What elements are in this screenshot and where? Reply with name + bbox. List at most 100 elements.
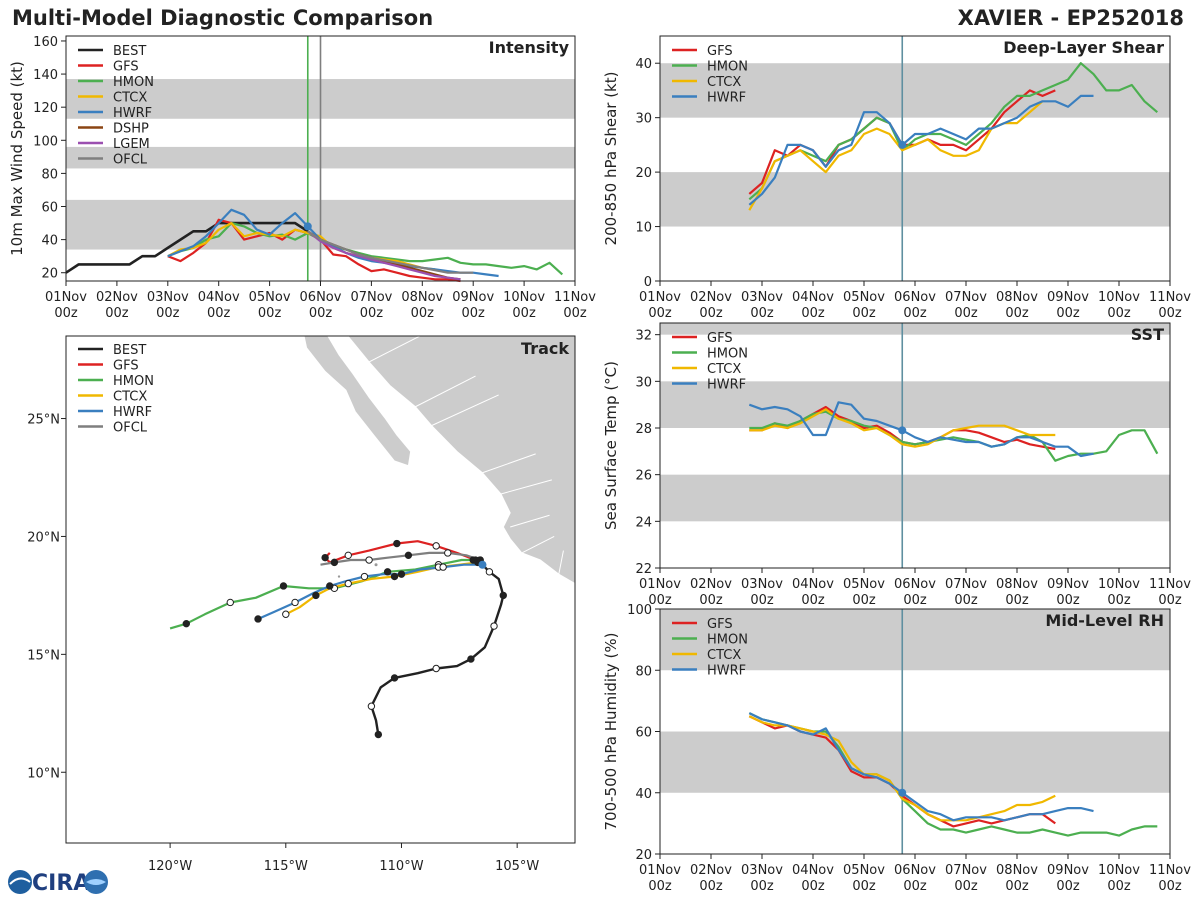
shear-series-hmon (748, 62, 1159, 201)
sst-ylabel: Sea Surface Temp (°C) (602, 361, 620, 530)
intensity-ytick-label: 100 (33, 134, 58, 149)
rh-ytick-label: 40 (635, 787, 652, 802)
intensity-xtick-sublabel: 00z (207, 306, 231, 321)
sst-series-ctcx (749, 408, 1056, 448)
storm-id: XAVIER - EP252018 (957, 6, 1184, 30)
track-legend-label-ofcl: OFCL (113, 421, 148, 436)
svg-text:CIRA: CIRA (32, 871, 90, 896)
shear-xtick-label: 03Nov (741, 290, 783, 305)
rh-legend-label-hmon: HMON (707, 633, 748, 648)
rh-ylabel: 700-500 hPa Humidity (%) (602, 632, 620, 830)
track-hwrf-point (254, 615, 262, 623)
intensity-current-point (303, 222, 312, 231)
shear-legend-label-hwrf: HWRF (707, 91, 746, 106)
track-best-point (499, 591, 507, 600)
shear-xtick-label: 01Nov (639, 290, 681, 305)
state-border-1 (500, 479, 552, 495)
track-ytick-label: 10°N (27, 766, 60, 781)
shear-xtick-label: 06Nov (894, 290, 936, 305)
rh-xtick-label: 01Nov (639, 863, 681, 878)
intensity-series-lgem (307, 230, 461, 281)
rh-title: Mid-Level RH (1045, 611, 1164, 630)
rh-xtick-label: 06Nov (894, 863, 936, 878)
track-xtick-label: 120°W (148, 859, 192, 874)
shear-xtick-label: 11Nov (1149, 290, 1191, 305)
shear-title: Deep-Layer Shear (1003, 38, 1164, 57)
rh-xtick-label: 07Nov (945, 863, 987, 878)
intensity-legend-label-ofcl: OFCL (113, 153, 148, 168)
track-hmon-line (169, 558, 481, 630)
intensity-xtick-sublabel: 00z (462, 306, 486, 321)
track-best-point (485, 568, 494, 576)
state-border-7 (368, 336, 422, 363)
rh-xtick-sublabel: 00z (801, 879, 825, 894)
intensity-ytick-label: 40 (41, 234, 58, 249)
track-xtick-label: 115°W (264, 859, 308, 874)
sst-xtick-sublabel: 00z (699, 593, 723, 608)
intensity-legend-label-gfs: GFS (113, 60, 139, 75)
sst-xtick-label: 01Nov (639, 577, 681, 592)
sst-title: SST (1131, 325, 1164, 344)
rh-ytick-label: 100 (627, 603, 652, 618)
sst-xtick-sublabel: 00z (750, 593, 774, 608)
intensity-xtick-sublabel: 00z (411, 306, 435, 321)
shear-xtick-label: 05Nov (843, 290, 885, 305)
track-ofcl-line (320, 551, 481, 566)
shear-ytick-label: 30 (635, 112, 652, 127)
state-border-4 (558, 550, 564, 575)
intensity-xtick-label: 05Nov (249, 290, 291, 305)
rh-xtick-sublabel: 00z (1107, 879, 1131, 894)
track-best-point (367, 702, 376, 710)
rh-xtick-label: 02Nov (690, 863, 732, 878)
shear-chart: 01020304001Nov00z02Nov00z03Nov00z04Nov00… (602, 35, 1191, 321)
track-ytick-label: 15°N (27, 648, 60, 663)
shear-xtick-sublabel: 00z (699, 306, 723, 321)
rh-series-hwrf (748, 712, 1094, 822)
rh-xtick-sublabel: 00z (1056, 879, 1080, 894)
shear-ytick-label: 10 (635, 221, 652, 236)
state-border-3 (521, 535, 555, 554)
intensity-legend-label-ctcx: CTCX (113, 91, 147, 106)
track-hmon-point (226, 598, 234, 607)
sst-xtick-sublabel: 00z (852, 593, 876, 608)
rh-ytick-label: 60 (635, 726, 652, 741)
intensity-xtick-sublabel: 00z (258, 306, 282, 321)
intensity-xtick-label: 07Nov (350, 290, 392, 305)
track-current-position (478, 560, 487, 569)
sst-xtick-sublabel: 00z (801, 593, 825, 608)
sst-xtick-sublabel: 00z (954, 593, 978, 608)
sst-xtick-label: 03Nov (741, 577, 783, 592)
island-socorro (374, 563, 378, 567)
shear-xtick-label: 08Nov (996, 290, 1038, 305)
shear-xtick-sublabel: 00z (801, 306, 825, 321)
intensity-series-best (65, 221, 309, 274)
sst-xtick-label: 09Nov (1047, 577, 1089, 592)
shear-xtick-sublabel: 00z (954, 306, 978, 321)
intensity-series-ofcl (307, 230, 474, 274)
track-hwrf-point (439, 563, 447, 571)
sst-ytick-label: 28 (635, 422, 652, 437)
track-lines-layer (169, 539, 507, 739)
rh-xtick-sublabel: 00z (1005, 879, 1029, 894)
track-best-point (432, 664, 440, 673)
rh-xtick-sublabel: 00z (648, 879, 672, 894)
intensity-legend-label-dshp: DSHP (113, 122, 149, 137)
shear-ytick-label: 20 (635, 166, 652, 181)
rh-current-point (898, 788, 907, 797)
intensity-xtick-sublabel: 00z (156, 306, 180, 321)
sst-ytick-label: 26 (635, 469, 652, 484)
track-best-point (390, 674, 399, 682)
intensity-ylabel: 10m Max Wind Speed (kt) (8, 61, 26, 256)
shear-xtick-sublabel: 00z (852, 306, 876, 321)
track-ctcx-point (282, 610, 290, 618)
intensity-ytick-label: 160 (33, 35, 58, 50)
sst-xtick-label: 04Nov (792, 577, 834, 592)
shear-xtick-sublabel: 00z (1158, 306, 1182, 321)
shear-xtick-label: 02Nov (690, 290, 732, 305)
track-hwrf-point (397, 570, 406, 578)
rh-xtick-label: 03Nov (741, 863, 783, 878)
rh-legend-label-gfs: GFS (707, 617, 733, 632)
track-legend-label-hmon: HMON (113, 374, 154, 389)
sst-band-2 (660, 323, 1170, 335)
rh-xtick-label: 09Nov (1047, 863, 1089, 878)
